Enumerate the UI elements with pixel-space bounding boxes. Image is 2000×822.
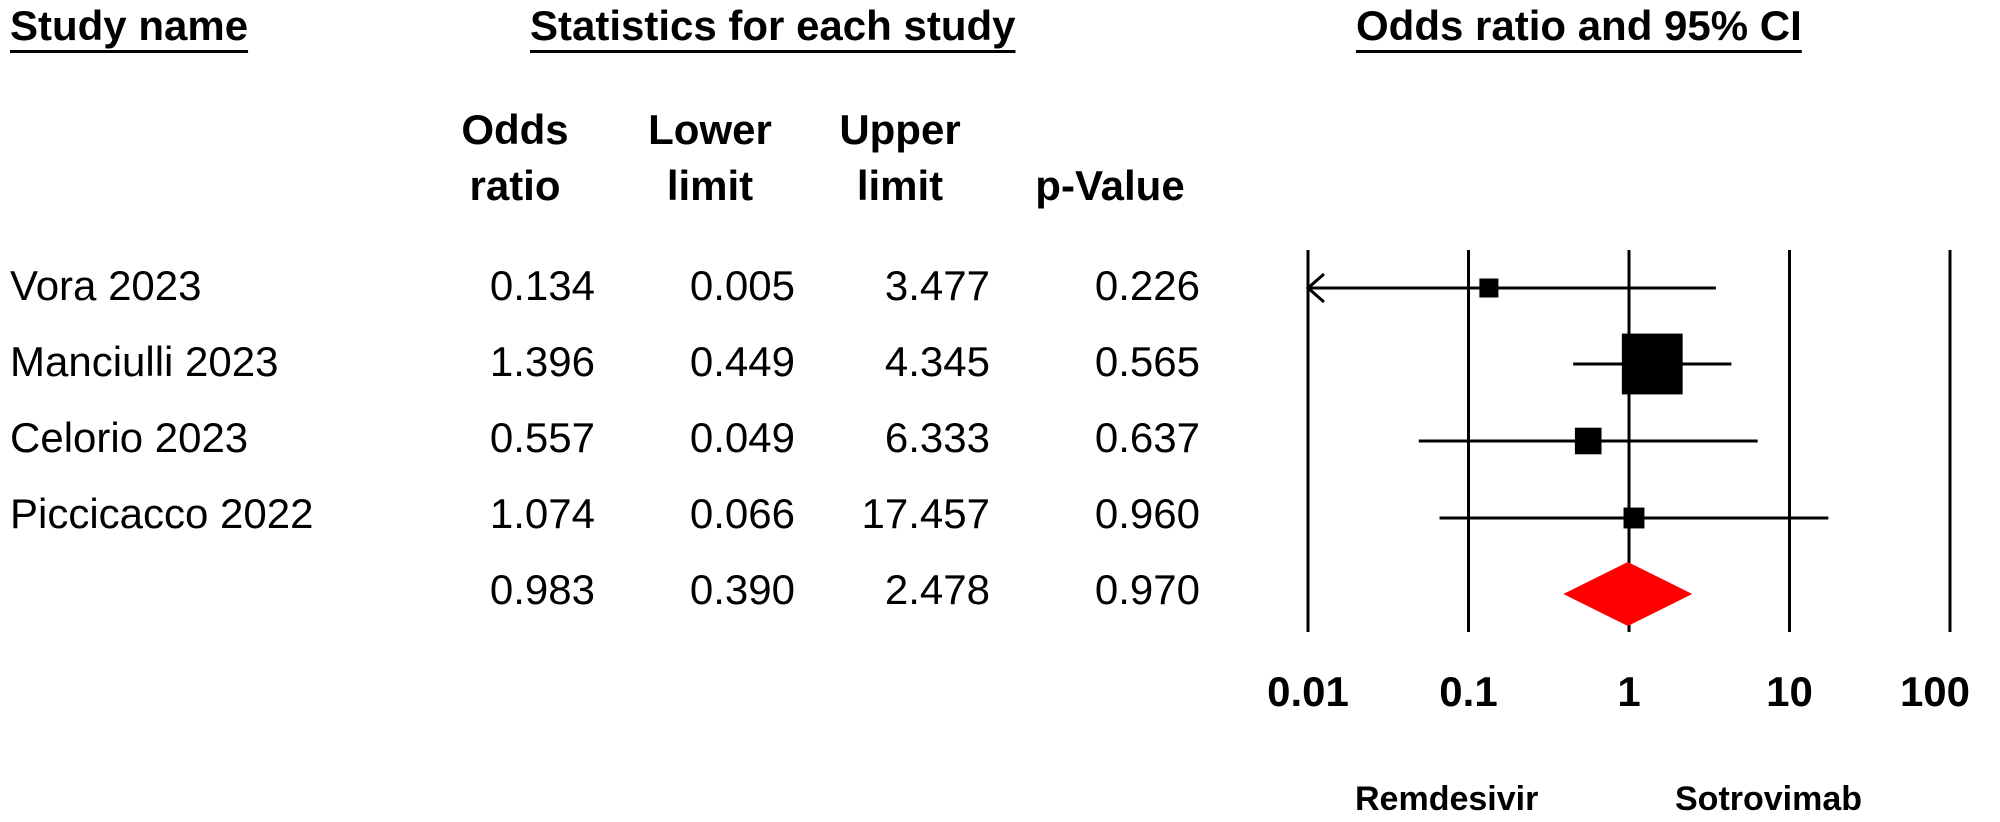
column-header-upper-limit: Upper limit (810, 102, 990, 214)
column-header-lower-limit: Lower limit (620, 102, 800, 214)
cell-lower-celorio: 0.049 (689, 414, 795, 461)
cell-p-manciulli: 0.565 (1094, 338, 1200, 385)
cell-or-manciulli: 1.396 (489, 338, 595, 385)
cell-or-celorio: 0.557 (489, 414, 595, 461)
odds-ratio-ci-header: Odds ratio and 95% CI (1356, 2, 1802, 49)
cell-lower-vora: 0.005 (689, 262, 795, 309)
study-name-vora: Vora 2023 (10, 262, 202, 309)
column-header-upper-limit-line1: Upper (839, 106, 961, 153)
x-tick-label-100: 100 (1899, 668, 1971, 715)
cell-or-summary: 0.983 (489, 566, 595, 613)
study-name-celorio: Celorio 2023 (10, 414, 249, 461)
favours-right-label: Sotrovimab (1675, 780, 1863, 818)
cell-p-piccicacco: 0.960 (1094, 490, 1200, 537)
cell-p-celorio: 0.637 (1094, 414, 1200, 461)
cell-lower-summary: 0.390 (689, 566, 795, 613)
cell-or-vora: 0.134 (489, 262, 595, 309)
cell-upper-manciulli: 4.345 (884, 338, 990, 385)
x-tick-label-1: 1 (1617, 668, 1641, 715)
cell-upper-vora: 3.477 (884, 262, 990, 309)
study-marker-manciulli (1621, 333, 1683, 395)
column-header-odds-ratio-line2: ratio (469, 162, 561, 209)
column-header-odds-ratio-line1: Odds (461, 106, 569, 153)
column-header-lower-limit-line1: Lower (648, 106, 772, 153)
study-name-manciulli: Manciulli 2023 (10, 338, 279, 385)
cell-lower-manciulli: 0.449 (689, 338, 795, 385)
statistics-header: Statistics for each study (530, 2, 1016, 49)
cell-upper-summary: 2.478 (884, 566, 990, 613)
column-header-lower-limit-line2: limit (666, 162, 754, 209)
ci-arrow-vora (1305, 272, 1325, 304)
cell-p-vora: 0.226 (1094, 262, 1200, 309)
column-header-p-value: p-Value (1010, 102, 1210, 214)
column-header-upper-limit-line2: limit (856, 162, 944, 209)
study-marker-piccicacco (1623, 507, 1645, 529)
cell-lower-piccicacco: 0.066 (689, 490, 795, 537)
x-tick-label-0.01: 0.01 (1267, 668, 1349, 715)
study-name-piccicacco: Piccicacco 2022 (10, 490, 314, 537)
cell-p-summary: 0.970 (1094, 566, 1200, 613)
cell-upper-celorio: 6.333 (884, 414, 990, 461)
study-name-header: Study name (10, 2, 249, 49)
x-tick-label-0.1: 0.1 (1439, 668, 1498, 715)
study-marker-vora (1479, 278, 1499, 298)
study-marker-celorio (1574, 427, 1602, 455)
column-header-p-value-line2: p-Value (1035, 162, 1185, 209)
column-header-odds-ratio: Odds ratio (440, 102, 590, 214)
cell-upper-piccicacco: 17.457 (861, 490, 990, 537)
summary-diamond (1563, 562, 1693, 626)
cell-or-piccicacco: 1.074 (489, 490, 595, 537)
favours-left-label: Remdesivir (1355, 780, 1539, 818)
x-tick-label-10: 10 (1766, 668, 1813, 715)
